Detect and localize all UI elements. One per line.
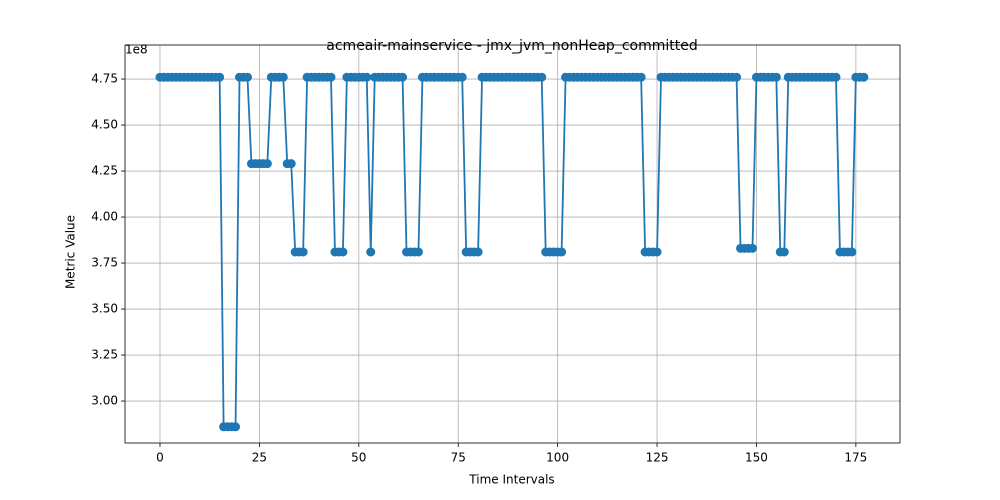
y-tick-label: 4.00 [91, 210, 118, 224]
x-tick-label: 25 [252, 451, 267, 465]
y-tick-label: 4.25 [91, 164, 118, 178]
data-point [831, 72, 841, 82]
x-tick-label: 175 [844, 451, 867, 465]
data-point [779, 247, 789, 257]
data-point [338, 247, 348, 257]
data-point [298, 247, 308, 257]
chart-title: acmeair-mainservice - jmx_jvm_nonHeap_co… [326, 38, 697, 54]
y-tick-label: 3.50 [91, 302, 118, 316]
data-point [413, 247, 423, 257]
x-axis-label: Time Intervals [468, 473, 554, 487]
x-tick-label: 150 [745, 451, 768, 465]
data-point [242, 72, 252, 82]
data-point [231, 422, 241, 432]
data-point [537, 72, 547, 82]
data-point [366, 247, 376, 257]
data-point [771, 72, 781, 82]
data-point [326, 72, 336, 82]
plot-frame [124, 44, 901, 444]
data-point [652, 247, 662, 257]
x-tick-label: 125 [646, 451, 669, 465]
y-tick-label: 3.00 [91, 394, 118, 408]
y-tick-label: 3.25 [91, 348, 118, 362]
y-tick-label: 3.75 [91, 256, 118, 270]
y-tick-label: 4.50 [91, 118, 118, 132]
data-point [278, 72, 288, 82]
y-axis-label: Metric Value [64, 215, 78, 289]
x-tick-label: 100 [546, 451, 569, 465]
data-point [747, 243, 757, 253]
x-tick-label: 0 [156, 451, 164, 465]
data-point [457, 72, 467, 82]
data-point [473, 247, 483, 257]
data-point [859, 72, 869, 82]
data-point [398, 72, 408, 82]
data-point [636, 72, 646, 82]
data-point [286, 159, 296, 169]
data-point [732, 72, 742, 82]
x-tick-label: 50 [351, 451, 366, 465]
x-tick-label: 75 [451, 451, 466, 465]
data-point [362, 72, 372, 82]
data-point [847, 247, 857, 257]
data-point [557, 247, 567, 257]
data-point [262, 159, 272, 169]
y-offset-label: 1e8 [125, 43, 148, 57]
data-point [215, 72, 225, 82]
y-tick-label: 4.75 [91, 72, 118, 86]
